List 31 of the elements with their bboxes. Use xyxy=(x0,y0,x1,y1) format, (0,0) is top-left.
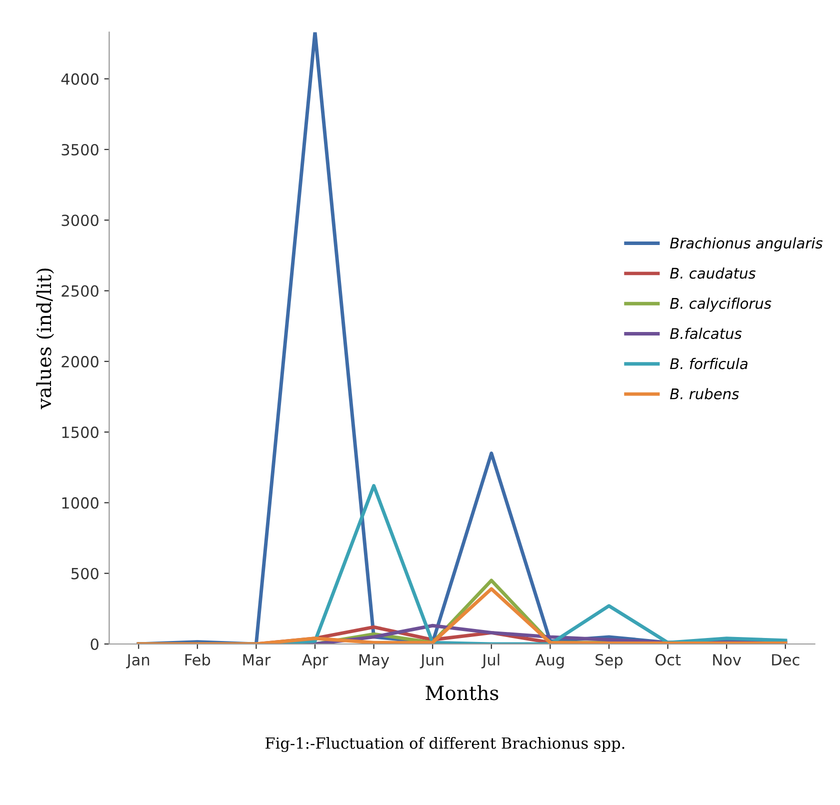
y-tick-label: 2000 xyxy=(62,356,98,368)
y-tick-label: 3000 xyxy=(62,214,98,226)
y-tick-label: 1500 xyxy=(62,426,98,438)
x-axis-title: Months xyxy=(426,685,498,700)
x-tick-label: Aug xyxy=(535,654,564,669)
legend-label: B.falcatus xyxy=(670,328,742,340)
x-tick-label: Dec xyxy=(772,654,800,666)
legend-label: B. forficula xyxy=(670,358,748,370)
y-tick-label: 2500 xyxy=(62,285,98,297)
y-tick-label: 0 xyxy=(90,638,98,650)
x-tick-label: Oct xyxy=(655,654,681,666)
line-series xyxy=(136,587,788,644)
x-tick-label: Jul xyxy=(481,654,500,668)
text: Fig-1:-Fluctuation of different Brachionus spp. xyxy=(266,737,624,752)
legend-label: B. caudatus xyxy=(670,267,756,279)
legend-label: B. calyciflorus xyxy=(670,298,772,312)
x-tick-label: Mar xyxy=(243,654,271,666)
y-tick-label: 3500 xyxy=(62,144,98,156)
y-axis-title: values (ind/lit) xyxy=(36,268,54,410)
y-tick-label: 4000 xyxy=(61,73,98,85)
y-tick-label: 1000 xyxy=(62,497,98,509)
x-tick-label: Jan xyxy=(126,654,150,668)
x-tick-label: Jun xyxy=(420,654,444,668)
legend-label: Brachionus angularis xyxy=(670,237,823,252)
y-tick-label: 500 xyxy=(71,568,98,580)
x-tick-label: Nov xyxy=(713,654,742,666)
x-tick-label: Feb xyxy=(185,654,210,666)
x-tick-label: Apr xyxy=(302,654,328,669)
x-tick-label: May xyxy=(360,654,390,669)
x-tick-label: Sep xyxy=(596,654,623,669)
legend-label: B. rubens xyxy=(670,388,739,400)
